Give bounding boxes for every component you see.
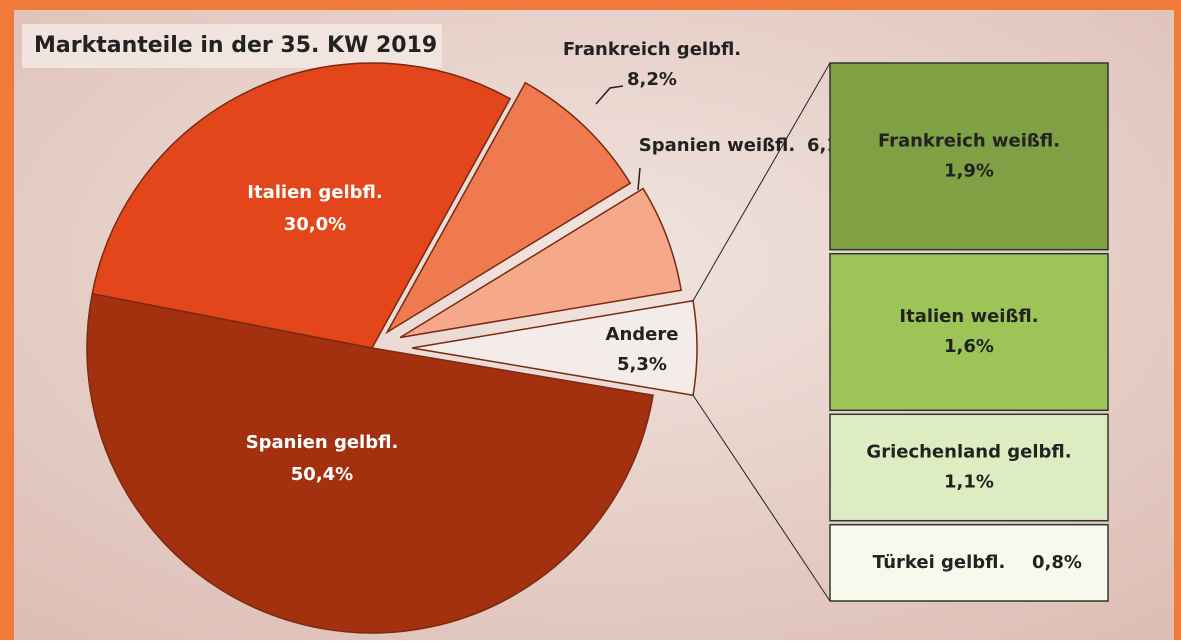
slice-label: Andere	[606, 324, 679, 345]
bar-value: 1,1%	[944, 472, 994, 493]
slice-value: 30,0%	[284, 214, 346, 235]
slice-label: Spanien gelbfl.	[246, 432, 399, 453]
bar-value: 0,8%	[1032, 552, 1082, 573]
bar-label: Italien weißfl.	[899, 306, 1038, 327]
bar-value: 1,6%	[944, 336, 994, 357]
slice-label: Italien gelbfl.	[247, 182, 382, 203]
chart: Marktanteile in der 35. KW 2019 Spanien …	[0, 0, 1181, 640]
bar-label: Frankreich weißfl.	[878, 130, 1060, 151]
breakdown-segment	[830, 254, 1108, 411]
slice-label: Spanien weißfl.	[639, 135, 795, 156]
bar-value: 1,9%	[944, 160, 994, 181]
breakdown-segment	[830, 63, 1108, 250]
slice-value: 50,4%	[291, 464, 353, 485]
slice-value: 8,2%	[627, 69, 677, 90]
slice-label: Frankreich gelbfl.	[563, 39, 741, 60]
chart-title: Marktanteile in der 35. KW 2019	[34, 33, 437, 58]
bar-label: Türkei gelbfl.	[873, 552, 1006, 573]
breakdown-segment	[830, 414, 1108, 520]
bar-label: Griechenland gelbfl.	[866, 442, 1071, 463]
slice-value: 5,3%	[617, 354, 667, 375]
